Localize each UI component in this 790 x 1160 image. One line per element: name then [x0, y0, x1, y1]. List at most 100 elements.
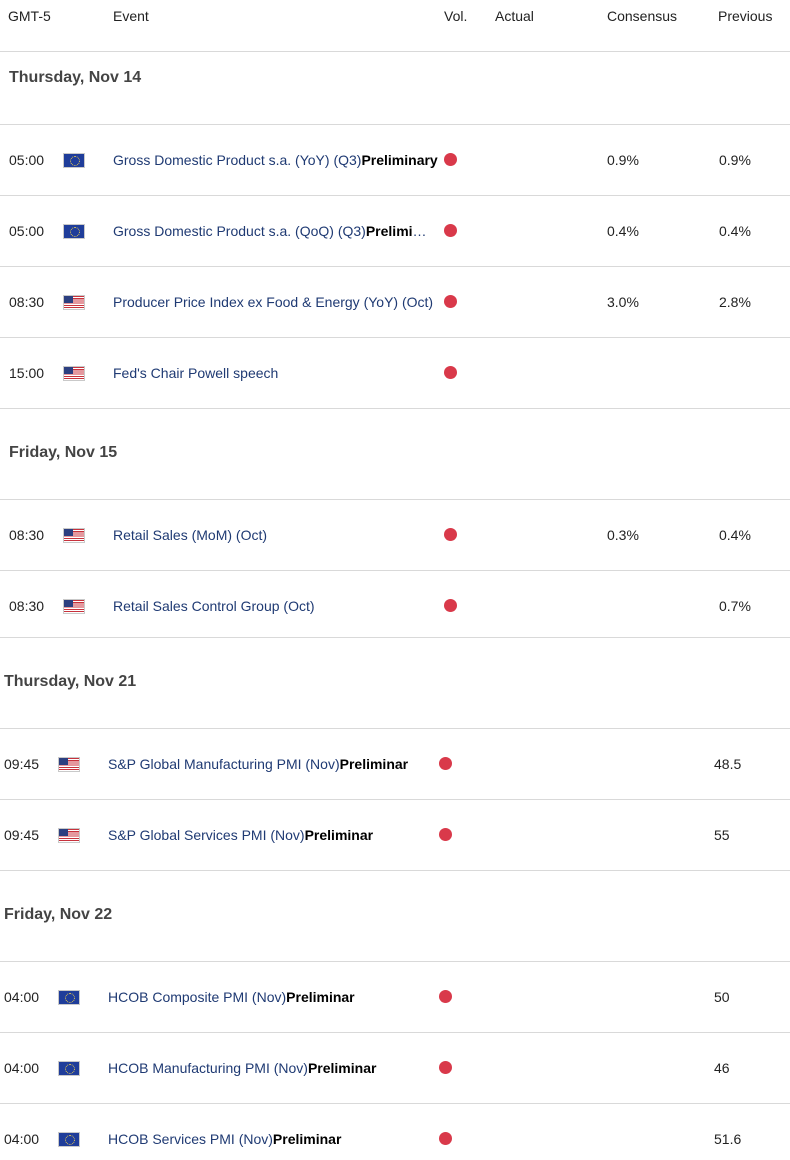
volatility-dot-icon [439, 1132, 452, 1145]
event-suffix: Preliminar [304, 827, 374, 843]
previous-value: 0.4% [719, 223, 751, 239]
volatility-dot-icon [439, 990, 452, 1003]
event-title: Gross Domestic Product s.a. (QoQ) (Q3) [113, 223, 366, 239]
previous-value: 46 [714, 1060, 730, 1076]
event-suffix: Preliminar [307, 1060, 377, 1076]
event-time: 08:30 [9, 598, 45, 614]
event-title: Retail Sales (MoM) (Oct) [113, 527, 268, 543]
us-flag-icon [63, 599, 85, 614]
event-time: 08:30 [9, 294, 45, 310]
us-flag-icon [63, 528, 85, 543]
divider [0, 499, 790, 500]
event-name[interactable]: Gross Domestic Product s.a. (QoQ) (Q3)Pr… [113, 223, 433, 239]
event-time: 04:00 [4, 989, 40, 1005]
divider [0, 124, 790, 125]
event-suffix: Preliminar [272, 1131, 342, 1147]
volatility-dot-icon [439, 1061, 452, 1074]
day-heading: Thursday, Nov 14 [9, 69, 142, 86]
previous-value: 0.9% [719, 152, 751, 168]
event-title: S&P Global Services PMI (Nov) [108, 827, 305, 843]
us-flag-icon [58, 828, 80, 843]
event-time: 05:00 [9, 223, 45, 239]
event-suffix: Preliminar [286, 989, 355, 1005]
event-title: Producer Price Index ex Food & Energy (Y… [113, 294, 434, 310]
event-suffix: Preliminary [361, 152, 438, 168]
event-suffix: Preliminar [339, 756, 409, 772]
eu-flag-icon [58, 1061, 80, 1076]
volatility-dot-icon [444, 224, 457, 237]
eu-flag-icon [63, 224, 85, 239]
event-title: Retail Sales Control Group (Oct) [113, 598, 315, 614]
event-suffix: Preliminary [365, 223, 433, 239]
event-name[interactable]: Retail Sales Control Group (Oct) [113, 598, 433, 614]
event-name[interactable]: S&P Global Services PMI (Nov)Preliminar [108, 827, 433, 843]
eu-flag-icon [58, 990, 80, 1005]
volatility-dot-icon [439, 828, 452, 841]
divider [0, 870, 790, 871]
us-flag-icon [63, 295, 85, 310]
divider [0, 799, 790, 800]
event-name[interactable]: Gross Domestic Product s.a. (YoY) (Q3)Pr… [113, 152, 443, 168]
divider [0, 266, 790, 267]
event-time: 09:45 [4, 756, 40, 772]
volatility-dot-icon [444, 295, 457, 308]
divider [0, 51, 790, 52]
event-time: 09:45 [4, 827, 40, 843]
divider [0, 1103, 790, 1104]
event-title: Gross Domestic Product s.a. (YoY) (Q3) [113, 152, 362, 168]
event-time: 05:00 [9, 152, 45, 168]
event-title: Fed's Chair Powell speech [113, 365, 279, 381]
header-vol: Vol. [444, 8, 468, 24]
divider [0, 637, 790, 638]
volatility-dot-icon [439, 757, 452, 770]
previous-value: 55 [714, 827, 730, 843]
event-name[interactable]: Producer Price Index ex Food & Energy (Y… [113, 294, 438, 310]
header-timezone: GMT-5 [8, 8, 51, 24]
event-name[interactable]: HCOB Composite PMI (Nov)Preliminar [108, 989, 433, 1005]
consensus-value: 0.3% [607, 527, 639, 543]
event-time: 08:30 [9, 527, 45, 543]
divider [0, 570, 790, 571]
event-title: HCOB Manufacturing PMI (Nov) [108, 1060, 308, 1076]
consensus-value: 3.0% [607, 294, 639, 310]
volatility-dot-icon [444, 599, 457, 612]
event-name[interactable]: HCOB Services PMI (Nov)Preliminar [108, 1131, 433, 1147]
event-time: 04:00 [4, 1060, 40, 1076]
eu-flag-icon [63, 153, 85, 168]
previous-value: 48.5 [714, 756, 742, 772]
divider [0, 1032, 790, 1033]
day-heading: Friday, Nov 15 [9, 444, 118, 461]
header-consensus: Consensus [607, 8, 678, 24]
divider [0, 195, 790, 196]
event-title: HCOB Services PMI (Nov) [108, 1131, 273, 1147]
event-name[interactable]: HCOB Manufacturing PMI (Nov)Preliminar [108, 1060, 433, 1076]
previous-value: 0.4% [719, 527, 751, 543]
previous-value: 0.7% [719, 598, 751, 614]
event-name[interactable]: S&P Global Manufacturing PMI (Nov)Prelim… [108, 756, 438, 772]
event-name[interactable]: Fed's Chair Powell speech [113, 365, 433, 381]
header-event: Event [113, 8, 149, 24]
previous-value: 51.6 [714, 1131, 742, 1147]
divider [0, 337, 790, 338]
volatility-dot-icon [444, 366, 457, 379]
divider [0, 408, 790, 409]
previous-value: 50 [714, 989, 730, 1005]
consensus-value: 0.9% [607, 152, 639, 168]
event-time: 04:00 [4, 1131, 40, 1147]
divider [0, 961, 790, 962]
consensus-value: 0.4% [607, 223, 639, 239]
volatility-dot-icon [444, 153, 457, 166]
day-heading: Friday, Nov 22 [4, 906, 113, 923]
header-previous: Previous [718, 8, 773, 24]
event-time: 15:00 [9, 365, 45, 381]
us-flag-icon [58, 757, 80, 772]
divider [0, 728, 790, 729]
event-name[interactable]: Retail Sales (MoM) (Oct) [113, 527, 433, 543]
event-title: HCOB Composite PMI (Nov) [108, 989, 287, 1005]
previous-value: 2.8% [719, 294, 751, 310]
volatility-dot-icon [444, 528, 457, 541]
day-heading: Thursday, Nov 21 [4, 673, 137, 690]
eu-flag-icon [58, 1132, 80, 1147]
event-title: S&P Global Manufacturing PMI (Nov) [108, 756, 340, 772]
header-actual: Actual [495, 8, 534, 24]
